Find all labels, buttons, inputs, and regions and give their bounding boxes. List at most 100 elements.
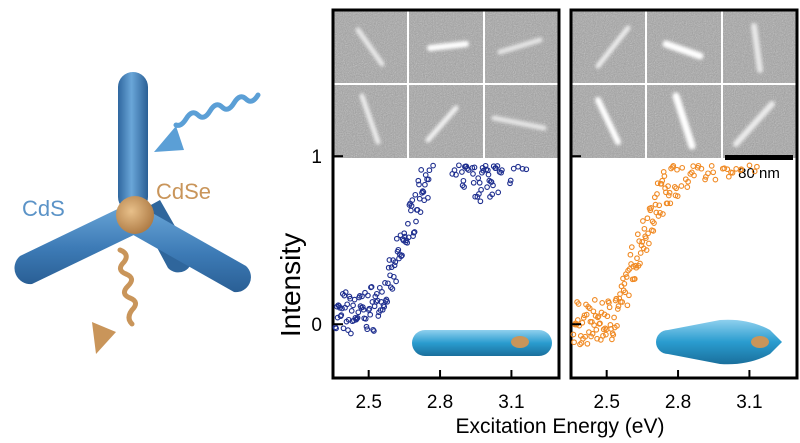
panel-left-frame [331, 8, 561, 380]
x-axis-title: Excitation Energy (eV) [456, 415, 665, 438]
data-point [507, 177, 514, 184]
data-point [333, 325, 339, 332]
data-point [583, 311, 590, 318]
data-point [637, 250, 644, 256]
data-point [639, 239, 646, 245]
data-point [604, 313, 611, 320]
data-point [708, 163, 715, 169]
data-point [615, 303, 622, 309]
data-point [621, 280, 628, 287]
data-point [371, 328, 377, 334]
data-point [362, 289, 368, 296]
data-point [362, 315, 369, 322]
data-point [422, 181, 428, 188]
data-point [393, 235, 400, 242]
data-point [593, 326, 600, 333]
data-point [640, 218, 646, 224]
x-tick-label: 2.8 [427, 392, 453, 413]
data-point [698, 165, 705, 172]
data-point [364, 326, 371, 333]
data-point [368, 284, 375, 290]
data-point [656, 202, 663, 209]
data-point [658, 180, 665, 187]
data-point [626, 292, 632, 299]
data-point [574, 317, 581, 323]
label-core-cdse: CdSe [156, 179, 211, 204]
data-point [637, 260, 643, 267]
data-point [617, 291, 623, 297]
data-point [408, 203, 415, 209]
data-point [477, 198, 484, 205]
data-point [636, 238, 643, 244]
data-point [417, 209, 424, 215]
data-point [588, 333, 594, 340]
tem-grid-left [333, 10, 559, 158]
data-point [725, 173, 732, 180]
data-point [655, 213, 662, 219]
y-tick-label: 0 [311, 315, 322, 336]
data-point [650, 228, 657, 234]
data-point [425, 194, 431, 201]
data-point [459, 169, 465, 175]
data-point [738, 166, 745, 173]
data-point [746, 162, 753, 169]
data-point [634, 231, 641, 238]
data-point [354, 315, 361, 321]
data-point [643, 235, 649, 241]
data-point [410, 229, 417, 236]
data-point [499, 167, 505, 173]
absorb-arrow [154, 92, 261, 152]
data-point [600, 332, 606, 339]
data-point [476, 179, 483, 186]
data-point [624, 302, 631, 309]
data-point [651, 220, 657, 226]
data-point [579, 319, 586, 326]
data-point [589, 330, 596, 337]
data-point [489, 191, 496, 198]
data-point [619, 299, 626, 305]
data-point [674, 193, 681, 199]
data-point [338, 312, 345, 318]
data-point [430, 162, 436, 169]
data-point [359, 304, 366, 310]
data-point [729, 169, 736, 176]
rod-icon-left [412, 330, 552, 356]
data-point [409, 197, 416, 203]
data-point [580, 315, 587, 321]
data-point [461, 184, 467, 190]
data-point [345, 327, 351, 333]
data-point [392, 259, 399, 265]
y-tick-labels: 01 [311, 147, 322, 336]
data-point [691, 172, 697, 179]
data-point [606, 304, 613, 311]
ticks-left: 2.5 2.8 3.1 [333, 155, 525, 413]
data-point [712, 176, 719, 183]
data-point [360, 306, 367, 313]
data-point [484, 184, 490, 190]
plot-right-points [570, 162, 760, 348]
data-point [405, 220, 411, 227]
data-point [375, 313, 382, 319]
label-shell-cds: CdS [22, 196, 65, 221]
data-point [523, 166, 530, 173]
data-point [695, 162, 702, 169]
data-point [654, 191, 660, 197]
ticks-right: 2.5 2.8 3.1 [571, 155, 763, 413]
data-point [393, 278, 399, 285]
data-point [385, 264, 392, 271]
data-point [679, 164, 686, 171]
data-point [411, 229, 418, 235]
data-point [652, 201, 659, 208]
data-point [478, 186, 484, 193]
data-point [670, 163, 677, 169]
data-point [342, 289, 349, 295]
plot-left-points [332, 162, 530, 337]
x-tick-label: 3.1 [498, 392, 524, 413]
data-point [721, 165, 728, 172]
data-point [415, 177, 422, 184]
data-point [384, 298, 391, 305]
data-point [456, 162, 462, 169]
panel-right-frame [569, 8, 799, 380]
data-point [426, 167, 433, 174]
